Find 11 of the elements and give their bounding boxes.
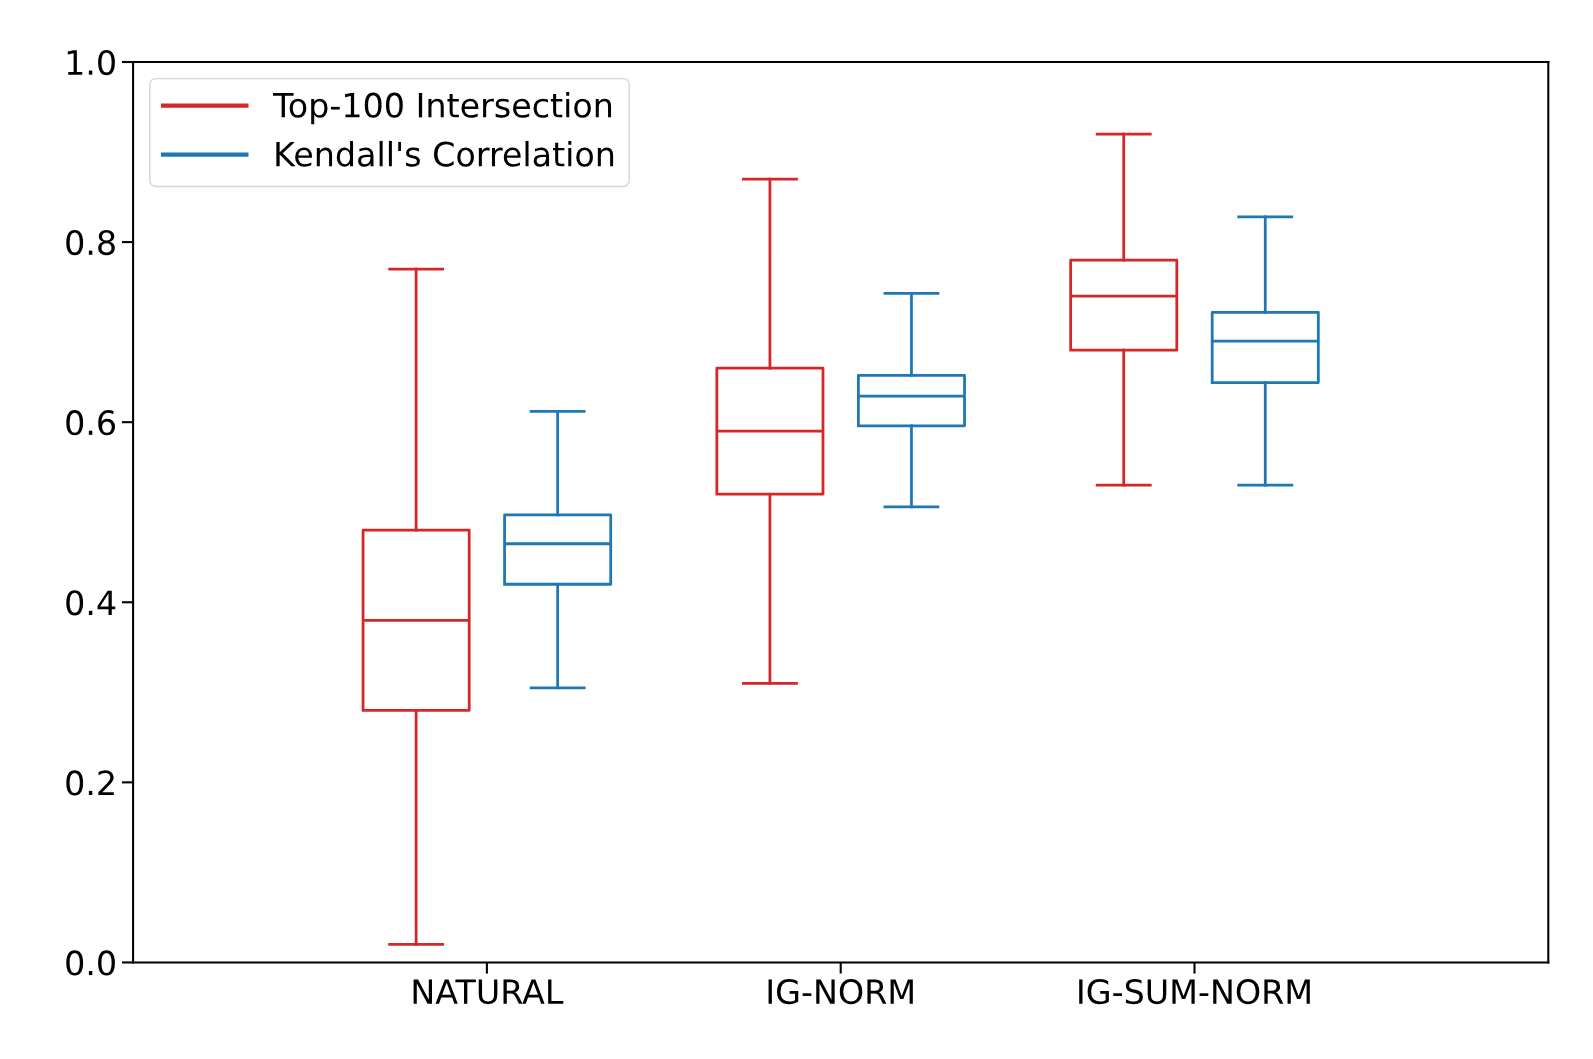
x-tick-label: IG-SUM-NORM (1079, 979, 1310, 1005)
y-tick-label: 0.8 (66, 230, 115, 256)
x-tick-label: NATURAL (413, 979, 564, 1005)
legend-label: Kendall's Correlation (276, 140, 614, 167)
y-tick-label: 0.4 (66, 590, 116, 616)
legend-label: Top-100 Intersection (272, 92, 612, 125)
x-tick-label: IG-NORM (768, 979, 913, 1005)
y-tick-label: 0.6 (66, 410, 116, 436)
y-tick-label: 1.0 (67, 49, 115, 76)
y-tick-label: 0.0 (66, 950, 115, 976)
y-tick-label: 0.2 (66, 770, 114, 796)
